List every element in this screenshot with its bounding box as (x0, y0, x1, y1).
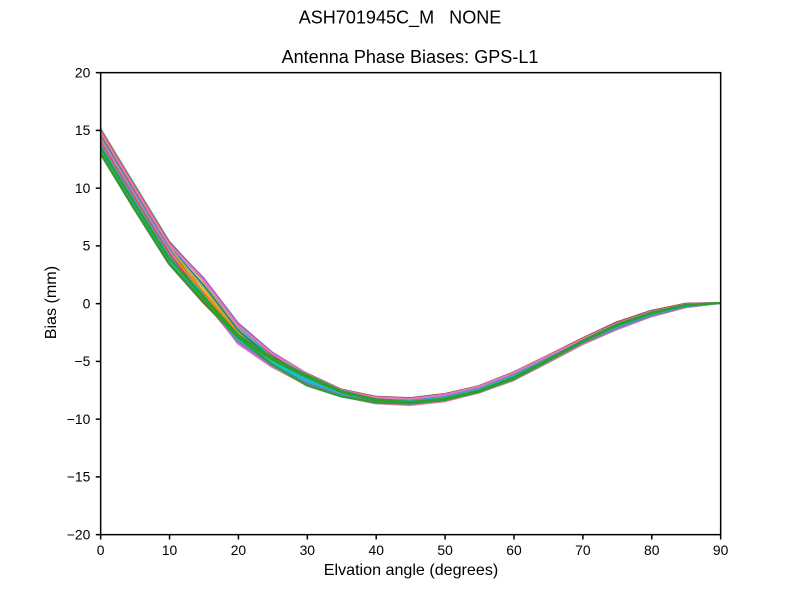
svg-text:20: 20 (75, 64, 91, 80)
svg-text:10: 10 (162, 542, 178, 558)
svg-text:10: 10 (75, 180, 91, 196)
svg-text:30: 30 (300, 542, 316, 558)
svg-text:0: 0 (97, 542, 105, 558)
svg-text:40: 40 (368, 542, 384, 558)
svg-text:80: 80 (644, 542, 660, 558)
svg-text:Elvation angle (degrees): Elvation angle (degrees) (324, 561, 498, 579)
svg-text:ASH701945C_M NONE: ASH701945C_M NONE (299, 8, 502, 29)
svg-text:15: 15 (75, 122, 91, 138)
svg-text:70: 70 (575, 542, 591, 558)
svg-text:−20: −20 (67, 526, 91, 542)
svg-text:−15: −15 (67, 469, 91, 485)
svg-text:Bias (mm): Bias (mm) (42, 266, 60, 339)
svg-text:20: 20 (231, 542, 247, 558)
svg-text:50: 50 (437, 542, 453, 558)
svg-text:−5: −5 (74, 353, 90, 369)
svg-text:Antenna Phase Biases: GPS-L1: Antenna Phase Biases: GPS-L1 (282, 47, 539, 67)
svg-text:5: 5 (83, 238, 91, 254)
svg-text:90: 90 (713, 542, 729, 558)
svg-text:0: 0 (83, 295, 91, 311)
svg-text:−10: −10 (67, 411, 91, 427)
svg-text:60: 60 (506, 542, 522, 558)
